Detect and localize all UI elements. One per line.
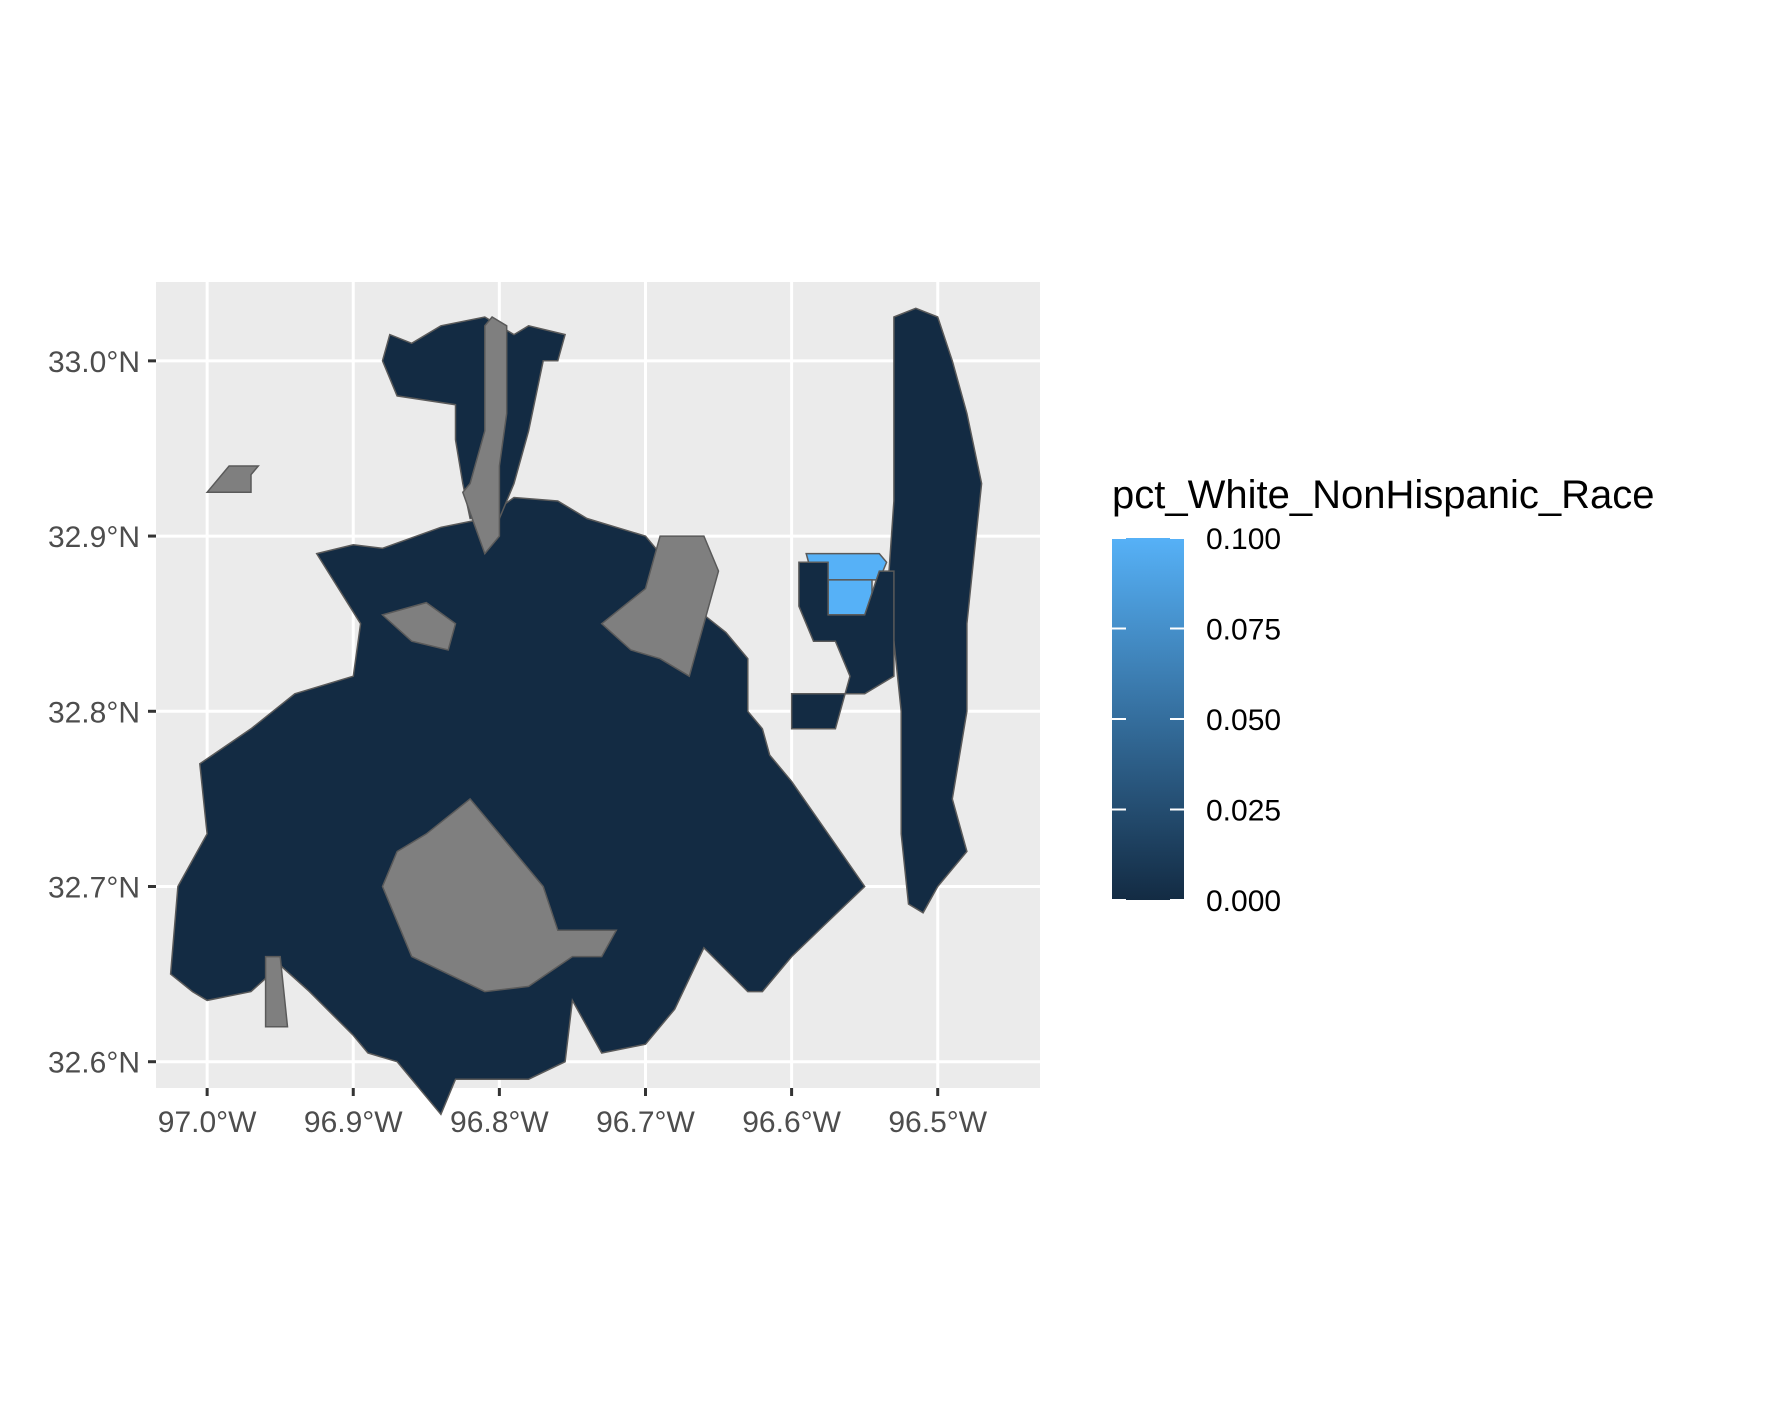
region-na-northeast xyxy=(600,535,720,678)
x-tick-label-4: 96.6°W xyxy=(742,1106,841,1139)
x-tick-label-0: 97.0°W xyxy=(158,1106,257,1139)
region-na-southwest xyxy=(381,797,618,993)
axes: 97.0°W 96.9°W 96.8°W 96.7°W 96.6°W 96.5°W 33.0… xyxy=(48,346,988,1139)
region-na-small-1 xyxy=(380,601,457,651)
x-tick-label-3: 96.7°W xyxy=(596,1106,695,1139)
legend-label-1: 0.075 xyxy=(1206,614,1281,647)
y-tick-label-1: 32.9°N xyxy=(48,521,140,554)
y-tick-label-3: 32.7°N xyxy=(48,872,140,905)
y-tick-label-0: 33.0°N xyxy=(48,346,140,379)
map-regions xyxy=(169,307,983,1116)
legend-label-4: 0.000 xyxy=(1206,885,1281,918)
x-tick-label-1: 96.9°W xyxy=(304,1106,403,1139)
legend: pct_White_NonHispanic_Race 0.100 0.075 0.0… xyxy=(1112,473,1655,918)
region-east-block xyxy=(790,561,895,730)
region-na-north xyxy=(461,316,508,556)
x-tick-label-5: 96.5°W xyxy=(888,1106,987,1139)
legend-label-2: 0.050 xyxy=(1206,704,1281,737)
region-north-stem xyxy=(381,316,567,520)
y-tick-label-4: 32.6°N xyxy=(48,1047,140,1080)
legend-label-0: 0.100 xyxy=(1206,523,1281,556)
legend-title: pct_White_NonHispanic_Race xyxy=(1112,473,1655,517)
region-west-island xyxy=(205,465,260,494)
x-tick-label-2: 96.8°W xyxy=(450,1106,549,1139)
region-highlight-2 xyxy=(827,579,873,616)
legend-label-3: 0.025 xyxy=(1206,795,1281,828)
region-na-small-2 xyxy=(264,955,289,1028)
y-tick-label-2: 32.8°N xyxy=(48,696,140,729)
